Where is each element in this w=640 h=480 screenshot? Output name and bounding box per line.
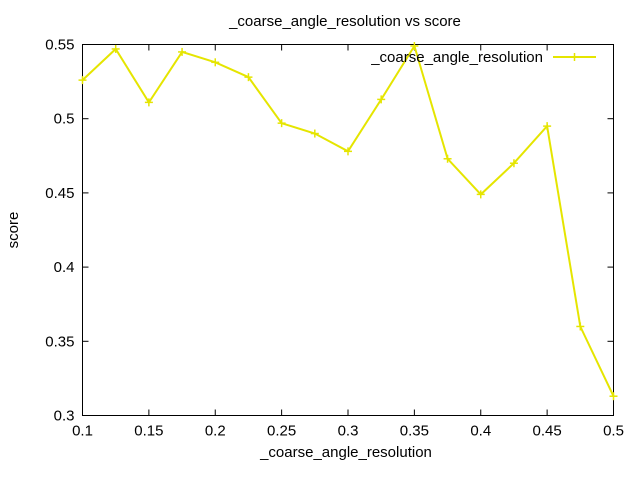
y-tick-label: 0.35 [45, 333, 74, 350]
data-point [111, 44, 120, 53]
y-tick-label: 0.5 [54, 111, 75, 128]
x-tick-label: 0.5 [603, 423, 624, 440]
y-tick-label: 0.3 [54, 408, 75, 425]
y-tick-label: 0.45 [45, 185, 74, 202]
data-point [443, 154, 452, 163]
data-point [476, 190, 485, 199]
data-point [78, 76, 87, 85]
x-axis: 0.1 0.15 0.2 0.25 0.3 0.35 0.4 0.45 0.5 [72, 44, 624, 440]
x-tick-label: 0.4 [470, 423, 491, 440]
data-point [543, 122, 552, 131]
data-point [509, 159, 518, 168]
y-tick-label: 0.55 [45, 37, 74, 54]
plot-frame [82, 44, 614, 416]
x-tick-label: 0.3 [338, 423, 359, 440]
data-point [576, 322, 585, 331]
x-tick-label: 0.2 [205, 423, 226, 440]
y-axis: 0.3 0.35 0.4 0.45 0.5 0.55 [45, 37, 614, 425]
legend-marker [570, 53, 579, 61]
data-point [244, 73, 253, 82]
data-point [609, 392, 618, 401]
data-point [410, 41, 419, 50]
x-tick-label: 0.1 [72, 423, 93, 440]
data-point [178, 47, 187, 56]
x-tick-label: 0.45 [533, 423, 562, 440]
series-line [81, 43, 615, 397]
data-point [344, 147, 352, 156]
data-point [377, 95, 386, 104]
data-point [144, 98, 153, 107]
y-tick-label: 0.4 [54, 259, 75, 276]
series-layer [78, 41, 618, 401]
y-axis-label: score [5, 212, 22, 249]
data-point [277, 119, 286, 128]
x-tick-label: 0.25 [267, 423, 296, 440]
x-tick-label: 0.35 [400, 423, 429, 440]
data-point [310, 129, 319, 138]
data-point [211, 58, 220, 67]
legend: _coarse_angle_resolution [370, 49, 596, 66]
x-tick-label: 0.15 [134, 423, 163, 440]
x-axis-label: _coarse_angle_resolution [259, 444, 432, 461]
legend-label: _coarse_angle_resolution [370, 49, 543, 66]
chart-title: _coarse_angle_resolution vs score [228, 13, 461, 30]
